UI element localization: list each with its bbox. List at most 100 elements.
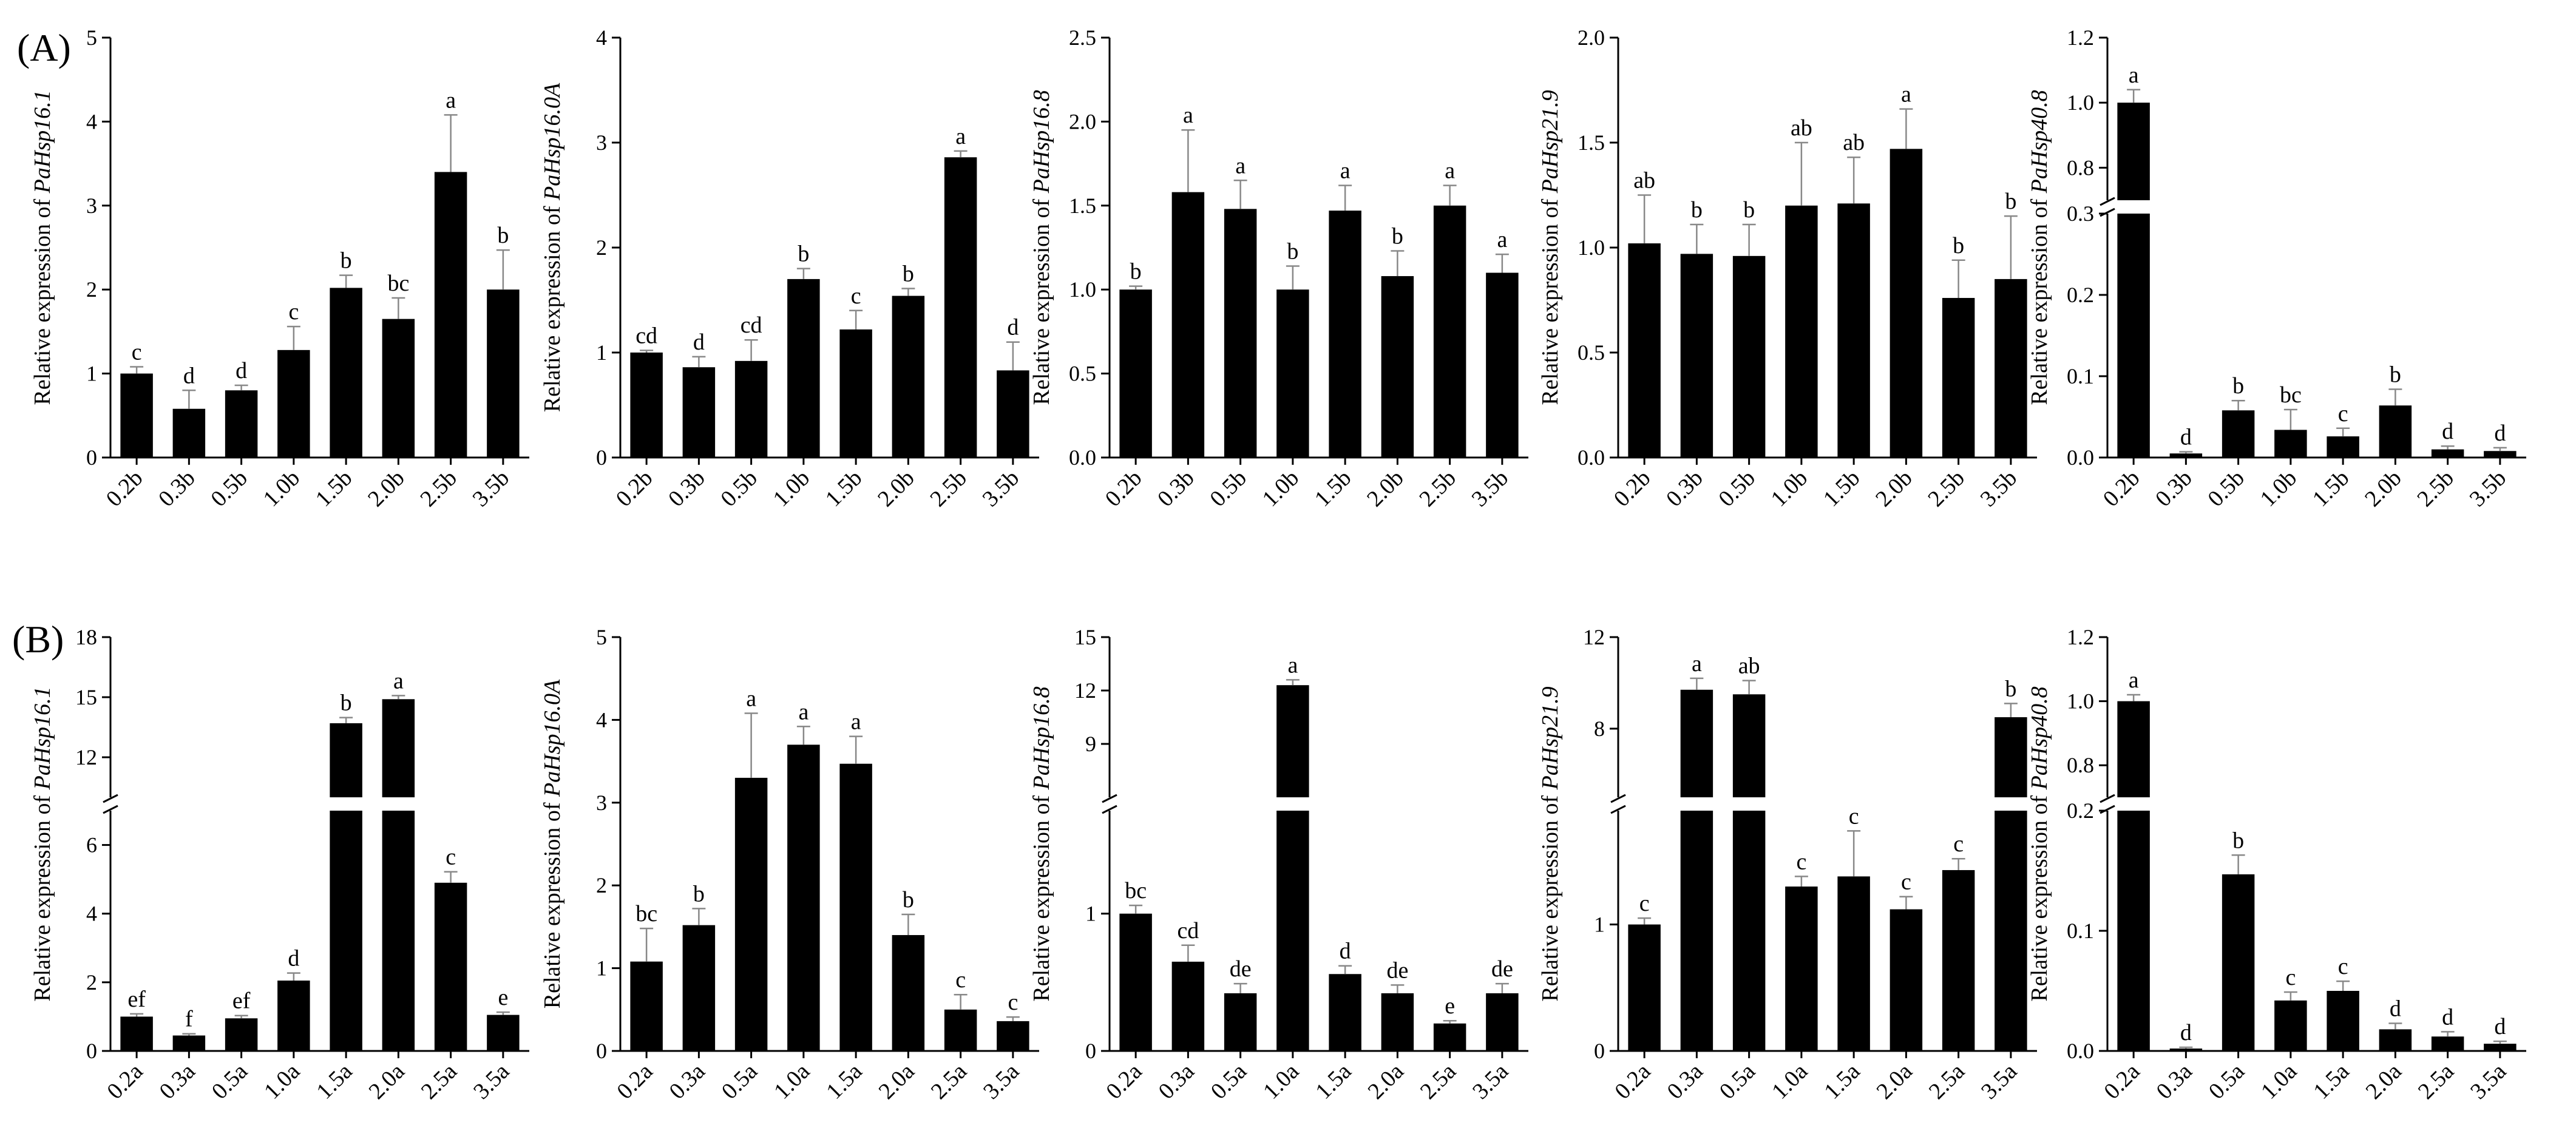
x-tick-label: 0.2b: [1100, 465, 1147, 512]
bar: [2379, 1029, 2412, 1051]
bar: [487, 1015, 520, 1051]
bar: [1785, 205, 1818, 458]
bar: [382, 699, 415, 1051]
x-tick-label: 2.0a: [1363, 1059, 1409, 1104]
bar: [1224, 993, 1257, 1051]
bar-break-gap: [2116, 797, 2151, 811]
x-tick-label: 0.3a: [1154, 1059, 1199, 1104]
significance-letter: f: [185, 1007, 193, 1032]
significance-letter: ab: [1843, 130, 1865, 155]
x-tick-label: 0.2a: [612, 1059, 657, 1104]
y-axis-label: Relative expression of PaHsp40.8: [2027, 686, 2052, 1001]
significance-letter: a: [1287, 652, 1298, 678]
significance-letter: a: [2129, 62, 2139, 88]
significance-letter: d: [183, 363, 195, 388]
bar: [1628, 243, 1661, 458]
x-tick-label: 2.5a: [926, 1059, 972, 1104]
x-tick-label: 3.5b: [1467, 465, 1514, 512]
y-tick-label: 2: [596, 235, 607, 260]
significance-letter: ef: [232, 988, 251, 1014]
significance-letter: bc: [636, 901, 657, 927]
significance-letter: cd: [741, 312, 762, 338]
x-tick-label: 1.5a: [821, 1059, 867, 1104]
significance-letter: b: [693, 881, 705, 907]
bar: [2484, 451, 2517, 458]
bar: [2169, 1049, 2203, 1051]
x-tick-label: 1.0b: [259, 465, 305, 512]
significance-letter: a: [2129, 667, 2139, 693]
chart-1: 0 1 2 3 4 5 Relative expression of PaHsp16.1 c 0…: [30, 25, 529, 512]
significance-letter: a: [1183, 103, 1193, 128]
y-tick-label: 4: [596, 25, 607, 50]
y-tick-label: 9: [1085, 732, 1096, 756]
significance-letter: c: [1639, 891, 1650, 916]
x-tick-label: 1.0b: [768, 465, 815, 512]
bar: [2117, 701, 2150, 1051]
bar: [997, 1021, 1029, 1051]
x-tick-label: 0.3a: [2152, 1059, 2197, 1104]
y-tick-label: 2.5: [1069, 25, 1096, 50]
y-tick-label: 2.0: [1578, 25, 1605, 50]
x-tick-label: 1.0a: [2256, 1059, 2302, 1104]
significance-letter: d: [693, 329, 705, 355]
bar: [2222, 410, 2255, 458]
bar-break-gap: [1679, 797, 1715, 811]
bar: [1890, 909, 1923, 1051]
significance-letter: a: [393, 668, 404, 694]
bar: [1381, 276, 1414, 458]
y-tick-label: 8: [1594, 717, 1605, 741]
bar: [2327, 991, 2359, 1051]
x-tick-label: 1.0a: [1767, 1059, 1812, 1104]
y-axis-label: Relative expression of PaHsp40.8: [2027, 90, 2052, 405]
x-tick-label: 0.3b: [663, 465, 710, 512]
x-tick-label: 0.5b: [2203, 465, 2249, 512]
x-tick-label: 2.0b: [1871, 465, 1917, 512]
y-tick-label: 0.5: [1578, 340, 1605, 365]
x-tick-label: 0.5a: [717, 1059, 762, 1104]
bar: [1942, 298, 1975, 458]
bar: [2169, 453, 2203, 458]
x-tick-label: 1.5b: [2308, 465, 2354, 512]
y-tick-label: 1: [1085, 902, 1096, 926]
bar-break-gap: [1993, 797, 2029, 811]
y-tick-label: 0: [596, 1039, 607, 1063]
significance-letter: a: [1692, 651, 1702, 677]
x-tick-label: 1.0a: [259, 1059, 305, 1104]
significance-letter: d: [2442, 419, 2453, 444]
bar: [1381, 993, 1414, 1051]
bar: [787, 745, 820, 1051]
bar: [630, 353, 663, 458]
x-tick-label: 0.2b: [2098, 465, 2145, 512]
y-tick-label: 0: [1594, 1039, 1605, 1063]
significance-letter: c: [955, 967, 966, 993]
significance-letter: b: [903, 887, 914, 913]
significance-letter: c: [1796, 849, 1806, 874]
y-tick-label: 5: [596, 625, 607, 649]
bar: [1433, 1023, 1466, 1051]
y-tick-label: 3: [596, 130, 607, 155]
significance-letter: b: [497, 223, 509, 248]
x-tick-label: 1.5b: [311, 465, 358, 512]
bar: [172, 408, 206, 458]
significance-letter: d: [2390, 996, 2401, 1021]
bar: [277, 350, 310, 458]
bar-break-gap: [2116, 200, 2151, 214]
bar: [1680, 689, 1713, 1051]
bar: [277, 981, 310, 1051]
bar: [1995, 279, 2027, 458]
axis-break-mark: [2100, 208, 2115, 217]
x-tick-label: 0.5b: [1713, 465, 1760, 512]
x-tick-label: 0.5b: [716, 465, 762, 512]
significance-letter: a: [746, 686, 756, 711]
bar: [734, 360, 768, 458]
bar: [1171, 961, 1205, 1051]
y-tick-label: 0.2: [2067, 799, 2094, 823]
x-tick-label: 0.2a: [2099, 1059, 2144, 1104]
bar: [1837, 203, 1870, 458]
x-tick-label: 1.5a: [2308, 1059, 2354, 1104]
y-tick-label: 2: [86, 277, 97, 302]
x-tick-label: 0.5a: [1206, 1059, 1252, 1104]
bar: [2117, 103, 2150, 458]
